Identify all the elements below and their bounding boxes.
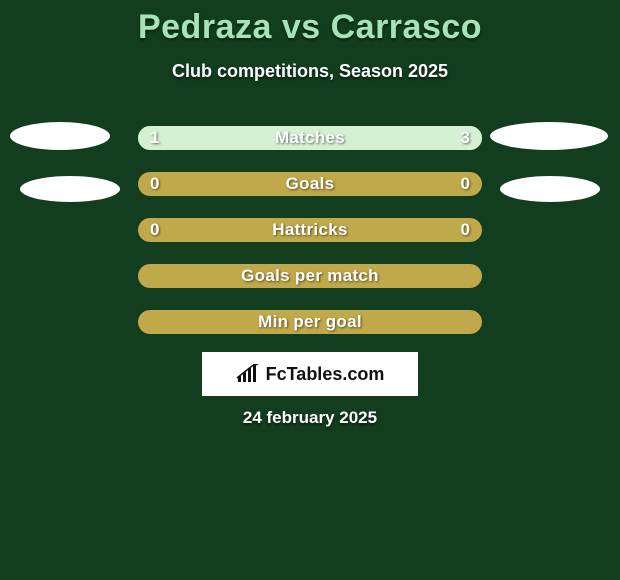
stat-value-right: 0 — [461, 218, 470, 242]
comparison-canvas: Pedraza vs Carrasco Club competitions, S… — [0, 0, 620, 580]
vs-separator: vs — [282, 8, 321, 46]
stat-rows: Matches13Goals00Hattricks00Goals per mat… — [0, 120, 620, 350]
player-right-name: Carrasco — [331, 8, 482, 46]
stat-row: Matches1 3 — [0, 120, 620, 166]
subtitle: Club competitions, Season 2025 — [0, 61, 620, 82]
stat-label: Goals per match — [138, 264, 482, 288]
stat-label: Matches — [138, 126, 482, 150]
page-title: Pedraza vs Carrasco — [0, 0, 620, 47]
stat-value-right: 3 — [461, 126, 470, 150]
generated-date: 24 february 2025 — [0, 408, 620, 428]
stat-label: Hattricks — [138, 218, 482, 242]
stat-label: Goals — [138, 172, 482, 196]
stat-label: Min per goal — [138, 310, 482, 334]
stat-value-left: 0 — [150, 218, 159, 242]
bar-chart-icon — [236, 364, 260, 384]
stat-value-left: 0 — [150, 172, 159, 196]
stat-value-left: 1 — [150, 126, 159, 150]
stat-row: Min per goal — [0, 304, 620, 350]
stat-value-right: 0 — [461, 172, 470, 196]
stat-row: Hattricks0 0 — [0, 212, 620, 258]
source-logo: FcTables.com — [202, 352, 418, 396]
source-logo-text: FcTables.com — [266, 364, 385, 385]
stat-row: Goals per match — [0, 258, 620, 304]
player-left-name: Pedraza — [138, 8, 272, 46]
stat-row: Goals0 0 — [0, 166, 620, 212]
